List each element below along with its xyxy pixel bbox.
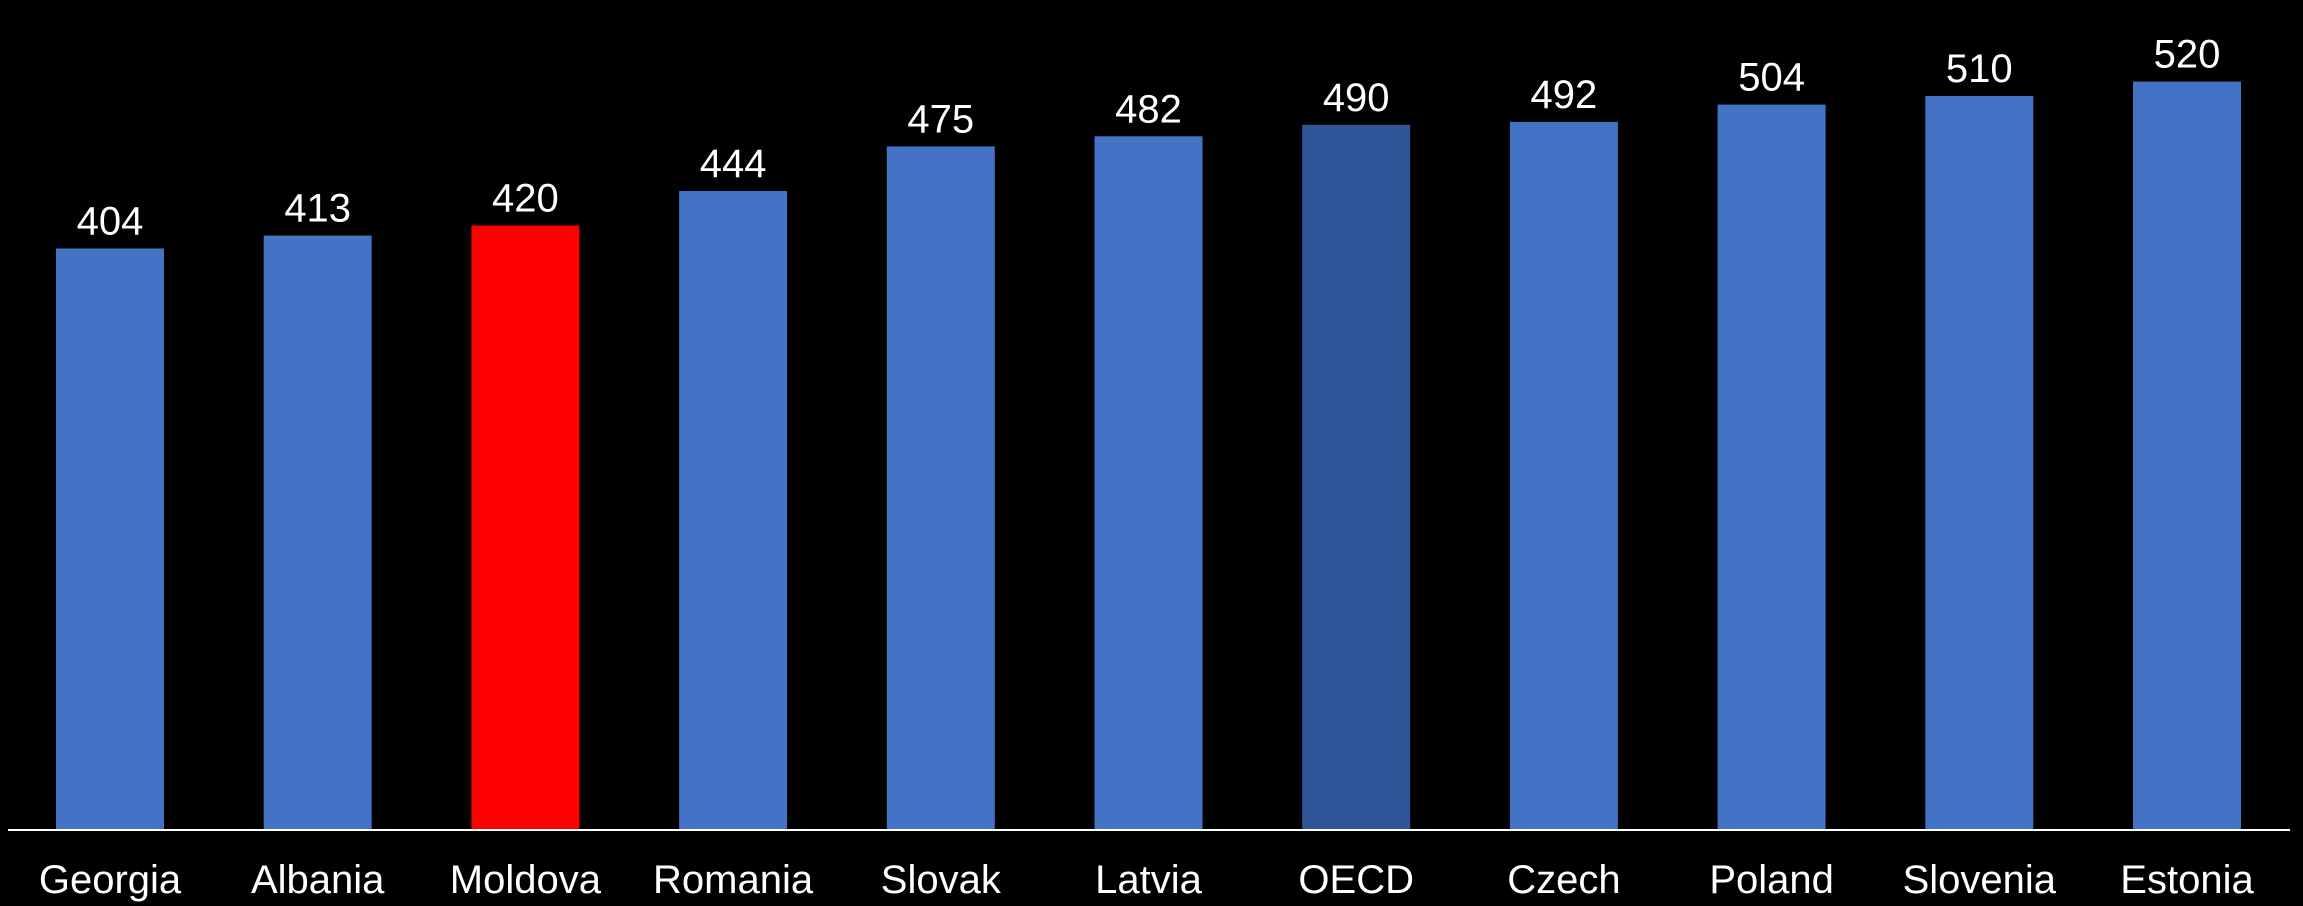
bar-albania bbox=[263, 235, 372, 831]
category-label-estonia: Estonia bbox=[2120, 858, 2254, 902]
value-label-romania: 444 bbox=[700, 142, 767, 186]
bar-slovenia bbox=[1925, 96, 2034, 830]
category-label-albania: Albania bbox=[251, 858, 385, 902]
value-labels-group: 404 413 420 444 475 482 490 492 504 510 520 bbox=[77, 33, 2221, 244]
value-label-estonia: 520 bbox=[2154, 33, 2221, 77]
category-label-czech: Czech bbox=[1507, 858, 1620, 902]
bars-group bbox=[56, 81, 2241, 831]
category-label-oecd: OECD bbox=[1298, 858, 1414, 902]
category-label-slovenia: Slovenia bbox=[1903, 858, 2057, 902]
category-label-georgia: Georgia bbox=[39, 858, 182, 902]
value-label-latvia: 482 bbox=[1115, 87, 1182, 131]
category-label-moldova: Moldova bbox=[450, 858, 602, 902]
category-label-romania: Romania bbox=[653, 858, 814, 902]
category-labels-group: Georgia Albania Moldova Romania Slovak Latvia… bbox=[39, 858, 2255, 902]
bar-czech bbox=[1509, 121, 1618, 830]
category-label-poland: Poland bbox=[1709, 858, 1834, 902]
bar-estonia bbox=[2133, 81, 2241, 831]
value-label-oecd: 490 bbox=[1323, 76, 1390, 120]
value-label-czech: 492 bbox=[1531, 73, 1598, 117]
bar-latvia bbox=[1094, 136, 1203, 831]
category-label-slovak: Slovak bbox=[881, 858, 1002, 902]
value-label-albania: 413 bbox=[284, 187, 351, 231]
bar-moldova bbox=[471, 225, 580, 830]
bar-oecd bbox=[1302, 124, 1411, 831]
value-label-moldova: 420 bbox=[492, 177, 559, 221]
bar-georgia bbox=[56, 248, 164, 830]
value-label-georgia: 404 bbox=[77, 200, 144, 244]
bar-romania bbox=[679, 191, 788, 830]
value-label-poland: 504 bbox=[1738, 56, 1805, 100]
value-label-slovak: 475 bbox=[907, 97, 974, 141]
category-label-latvia: Latvia bbox=[1095, 858, 1202, 902]
bar-slovak bbox=[886, 146, 995, 830]
value-label-slovenia: 510 bbox=[1946, 47, 2013, 91]
bar-poland bbox=[1717, 104, 1826, 831]
